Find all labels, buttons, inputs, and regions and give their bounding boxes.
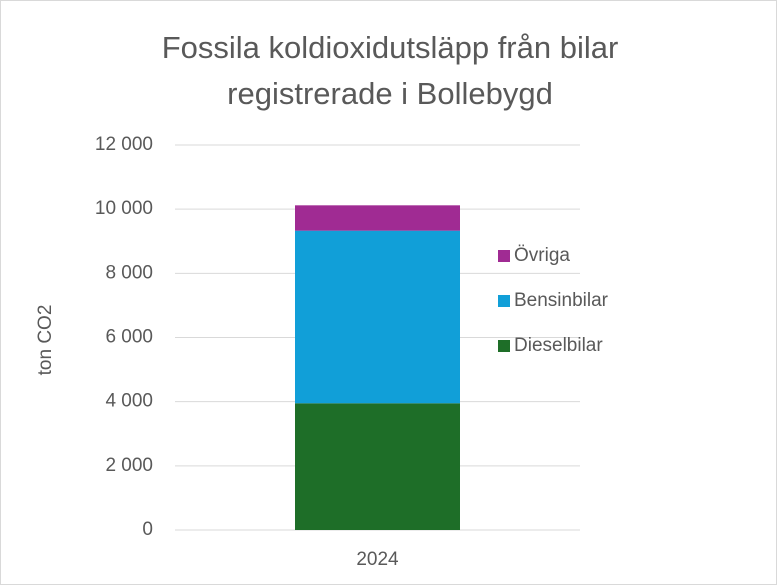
chart-title: Fossila koldioxidutsläpp från bilar <box>162 30 619 65</box>
legend-swatch <box>498 250 510 262</box>
bar-segment <box>295 205 460 231</box>
y-tick-label: 8 000 <box>105 262 153 283</box>
legend-swatch <box>498 340 510 352</box>
y-tick-label: 0 <box>142 519 153 540</box>
y-tick-label: 10 000 <box>95 198 153 219</box>
legend-swatch <box>498 295 510 307</box>
bar-segment <box>295 230 460 404</box>
y-tick-label: 6 000 <box>105 327 153 348</box>
legend-label: Bensinbilar <box>514 290 609 311</box>
legend-label: Övriga <box>514 245 570 266</box>
x-tick-label: 2024 <box>356 549 399 570</box>
y-axis-label: ton CO2 <box>35 305 56 376</box>
bar-segment <box>295 403 460 530</box>
y-tick-label: 12 000 <box>95 134 153 155</box>
y-tick-label: 4 000 <box>105 391 153 412</box>
legend-label: Dieselbilar <box>514 335 603 356</box>
chart-title: registrerade i Bollebygd <box>227 76 553 111</box>
y-tick-label: 2 000 <box>105 455 153 476</box>
